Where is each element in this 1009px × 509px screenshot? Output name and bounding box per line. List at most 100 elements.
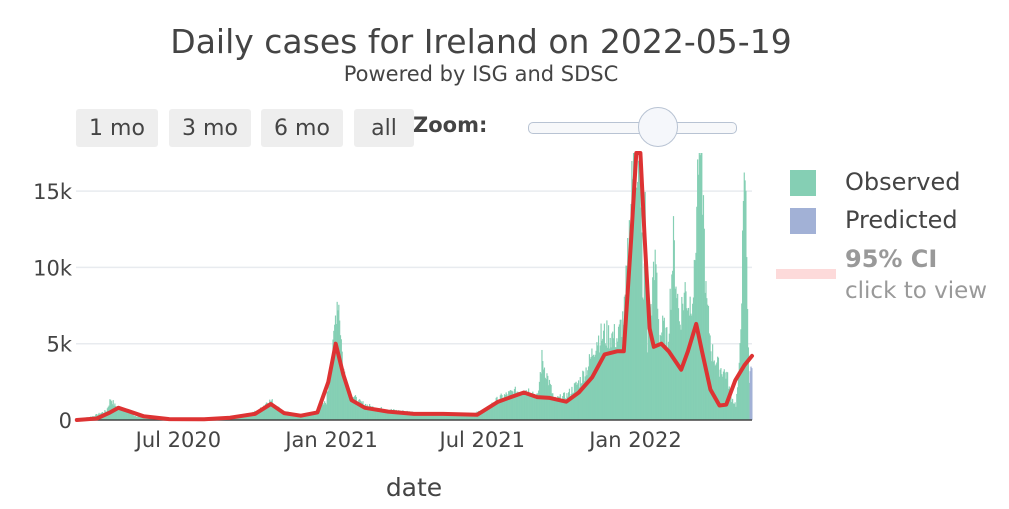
x-tick-label: Jul 2020 — [134, 428, 221, 452]
observed-bar — [558, 396, 560, 420]
observed-bar — [591, 348, 593, 420]
observed-bar — [460, 414, 462, 420]
observed-bar — [731, 402, 733, 420]
observed-bar — [748, 382, 750, 420]
observed-bar — [374, 409, 377, 420]
observed-bar — [724, 372, 726, 420]
observed-bar — [449, 414, 451, 420]
observed-bar — [271, 399, 273, 420]
observed-bar — [706, 298, 708, 420]
observed-bar — [279, 411, 281, 420]
observed-bar — [279, 409, 282, 420]
y-tick-label: 10k — [33, 256, 73, 280]
observed-bar — [517, 391, 519, 420]
observed-bar — [737, 387, 739, 420]
observed-bar — [274, 405, 276, 420]
observed-bar — [701, 153, 703, 420]
observed-bar — [707, 305, 710, 420]
range-button-all[interactable]: all — [354, 109, 414, 147]
observed-bar — [448, 413, 450, 420]
observed-bar — [347, 389, 349, 420]
observed-bar — [269, 399, 271, 420]
observed-bar — [291, 414, 293, 420]
observed-bar — [120, 409, 122, 420]
observed-bar — [743, 172, 745, 420]
observed-bar — [590, 356, 592, 420]
observed-bar — [732, 398, 734, 420]
observed-bar — [604, 343, 606, 420]
observed-bar — [567, 396, 569, 420]
observed-bar — [405, 412, 407, 420]
observed-bar — [640, 207, 642, 420]
observed-bar — [543, 369, 545, 420]
observed-bar — [316, 410, 318, 420]
observed-bar — [364, 403, 367, 420]
observed-bar — [375, 408, 377, 420]
observed-bar — [612, 331, 614, 420]
observed-bar — [307, 414, 309, 420]
observed-bar — [684, 282, 686, 420]
zoom-slider-thumb[interactable] — [638, 107, 678, 147]
observed-bar — [311, 415, 313, 420]
observed-bar — [385, 410, 387, 420]
observed-bar — [719, 369, 721, 420]
observed-bar — [533, 393, 536, 420]
observed-bar — [557, 396, 559, 420]
observed-bar — [493, 403, 495, 420]
observed-bar — [336, 301, 338, 420]
observed-bar — [354, 395, 357, 420]
observed-bar — [295, 414, 297, 420]
observed-bar — [400, 411, 402, 420]
observed-bar — [270, 400, 272, 420]
observed-bar — [634, 176, 636, 420]
observed-bar — [574, 382, 576, 420]
observed-bar — [438, 413, 440, 420]
range-button-6-months[interactable]: 6 mo — [261, 109, 343, 147]
observed-bar — [261, 409, 263, 420]
observed-bar — [629, 249, 631, 420]
observed-bar — [503, 397, 505, 420]
observed-bar — [320, 404, 322, 420]
observed-bar — [136, 416, 138, 420]
observed-bar — [322, 402, 324, 420]
observed-bar — [439, 414, 441, 420]
observed-bar — [514, 386, 516, 420]
observed-bar — [251, 413, 253, 420]
zoom-slider-track[interactable] — [528, 122, 737, 134]
observed-bar — [379, 408, 382, 420]
observed-bar — [346, 391, 348, 420]
observed-bar — [498, 400, 500, 420]
observed-bar — [496, 396, 498, 420]
observed-bar — [390, 408, 392, 420]
observed-bar — [455, 414, 457, 420]
legend-label-observed: Observed — [845, 168, 961, 196]
observed-bar — [658, 345, 660, 420]
observed-bar — [383, 410, 385, 420]
observed-bar — [504, 395, 506, 420]
observed-bar — [605, 345, 607, 420]
observed-bar — [741, 303, 743, 420]
observed-bar — [249, 413, 252, 420]
range-button-3-months[interactable]: 3 mo — [169, 109, 251, 147]
observed-bar — [365, 407, 367, 420]
observed-bar — [488, 408, 490, 420]
observed-bar — [135, 416, 138, 420]
observed-bar — [583, 381, 586, 420]
observed-bar — [565, 399, 567, 420]
observed-bar — [417, 413, 419, 420]
observed-bar — [674, 288, 676, 420]
observed-bar — [290, 413, 292, 420]
observed-bar — [369, 403, 371, 420]
observed-bar — [447, 412, 449, 420]
observed-bar — [664, 348, 666, 420]
observed-bar — [728, 386, 730, 420]
observed-bar — [384, 410, 386, 420]
y-tick-label: 0 — [59, 409, 72, 433]
observed-bar — [513, 389, 516, 420]
observed-bar — [571, 386, 573, 420]
observed-bar — [349, 391, 352, 420]
observed-bar — [702, 214, 704, 420]
observed-bar — [318, 411, 320, 420]
observed-bar — [577, 383, 579, 420]
range-button-1-month[interactable]: 1 mo — [76, 109, 158, 147]
